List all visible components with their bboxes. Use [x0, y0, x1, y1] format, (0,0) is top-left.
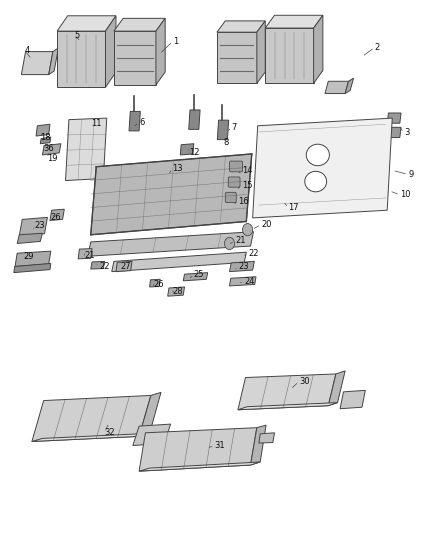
FancyBboxPatch shape	[225, 192, 236, 203]
Polygon shape	[340, 390, 365, 409]
Text: 7: 7	[232, 123, 237, 132]
Polygon shape	[259, 433, 275, 443]
Text: 5: 5	[74, 31, 79, 40]
Polygon shape	[183, 273, 208, 281]
Polygon shape	[116, 261, 132, 272]
Text: 4: 4	[25, 46, 30, 55]
Text: 6: 6	[139, 118, 145, 127]
Polygon shape	[40, 137, 51, 144]
Polygon shape	[114, 31, 156, 85]
Text: 23: 23	[35, 221, 46, 230]
Polygon shape	[251, 425, 266, 465]
Text: 21: 21	[85, 251, 95, 260]
Polygon shape	[32, 395, 151, 441]
Polygon shape	[91, 261, 105, 269]
Text: 8: 8	[223, 138, 229, 147]
Polygon shape	[168, 287, 184, 296]
Text: 14: 14	[242, 166, 253, 175]
Text: 10: 10	[400, 190, 410, 199]
Polygon shape	[91, 154, 252, 235]
Polygon shape	[257, 21, 265, 83]
Polygon shape	[133, 424, 171, 446]
Text: 13: 13	[172, 164, 183, 173]
Polygon shape	[19, 217, 47, 236]
Polygon shape	[265, 15, 323, 28]
Text: 12: 12	[190, 148, 200, 157]
Polygon shape	[387, 113, 401, 123]
Text: 29: 29	[24, 252, 34, 261]
Polygon shape	[325, 81, 349, 94]
Polygon shape	[139, 462, 260, 471]
Text: 31: 31	[215, 441, 226, 450]
Text: 17: 17	[288, 203, 299, 212]
Polygon shape	[217, 120, 229, 140]
Text: 15: 15	[242, 181, 253, 190]
Polygon shape	[139, 392, 161, 437]
Polygon shape	[57, 31, 106, 87]
Polygon shape	[57, 16, 116, 31]
Polygon shape	[42, 144, 61, 155]
Polygon shape	[32, 433, 150, 441]
Text: 19: 19	[46, 154, 57, 163]
Polygon shape	[238, 402, 338, 410]
Text: 26: 26	[154, 280, 164, 289]
Polygon shape	[387, 127, 401, 138]
Text: 26: 26	[51, 213, 61, 222]
Polygon shape	[253, 118, 392, 218]
Polygon shape	[49, 48, 58, 75]
Text: 22: 22	[248, 249, 259, 258]
Polygon shape	[150, 279, 160, 287]
Text: 3: 3	[404, 128, 410, 137]
Text: 36: 36	[43, 144, 54, 154]
Polygon shape	[106, 16, 116, 87]
Polygon shape	[36, 124, 50, 136]
Polygon shape	[314, 15, 323, 83]
Polygon shape	[129, 111, 140, 131]
Text: 9: 9	[408, 170, 413, 179]
Text: 22: 22	[99, 262, 110, 271]
Polygon shape	[114, 18, 165, 31]
Polygon shape	[88, 232, 254, 256]
Text: 21: 21	[235, 237, 245, 245]
Text: 24: 24	[244, 277, 255, 286]
Polygon shape	[21, 52, 53, 75]
Polygon shape	[14, 263, 51, 273]
Polygon shape	[156, 18, 165, 85]
FancyBboxPatch shape	[230, 161, 243, 172]
Polygon shape	[112, 252, 246, 272]
Text: 16: 16	[238, 197, 249, 206]
Polygon shape	[66, 118, 107, 181]
Text: 30: 30	[299, 377, 310, 386]
Polygon shape	[189, 110, 200, 130]
Polygon shape	[238, 374, 336, 410]
Polygon shape	[139, 427, 257, 471]
Polygon shape	[217, 21, 265, 32]
Polygon shape	[230, 261, 254, 272]
Text: 25: 25	[194, 270, 204, 279]
Text: 11: 11	[91, 119, 101, 128]
Text: 32: 32	[105, 429, 115, 437]
Text: 20: 20	[261, 220, 272, 229]
Text: 28: 28	[173, 287, 184, 296]
Polygon shape	[230, 277, 256, 286]
Text: 2: 2	[374, 43, 380, 52]
FancyBboxPatch shape	[228, 177, 240, 187]
Ellipse shape	[306, 144, 329, 166]
Polygon shape	[180, 144, 194, 155]
Polygon shape	[328, 371, 345, 406]
Text: 23: 23	[238, 262, 248, 271]
Polygon shape	[50, 209, 64, 221]
Text: 27: 27	[120, 262, 131, 271]
Text: 18: 18	[40, 133, 51, 142]
Polygon shape	[78, 248, 92, 259]
Ellipse shape	[305, 171, 327, 192]
Polygon shape	[217, 32, 257, 83]
Circle shape	[243, 223, 253, 236]
Polygon shape	[345, 78, 353, 94]
Polygon shape	[15, 251, 51, 266]
Polygon shape	[17, 233, 42, 244]
Circle shape	[224, 237, 235, 249]
Polygon shape	[265, 28, 314, 83]
Text: 1: 1	[173, 37, 178, 46]
